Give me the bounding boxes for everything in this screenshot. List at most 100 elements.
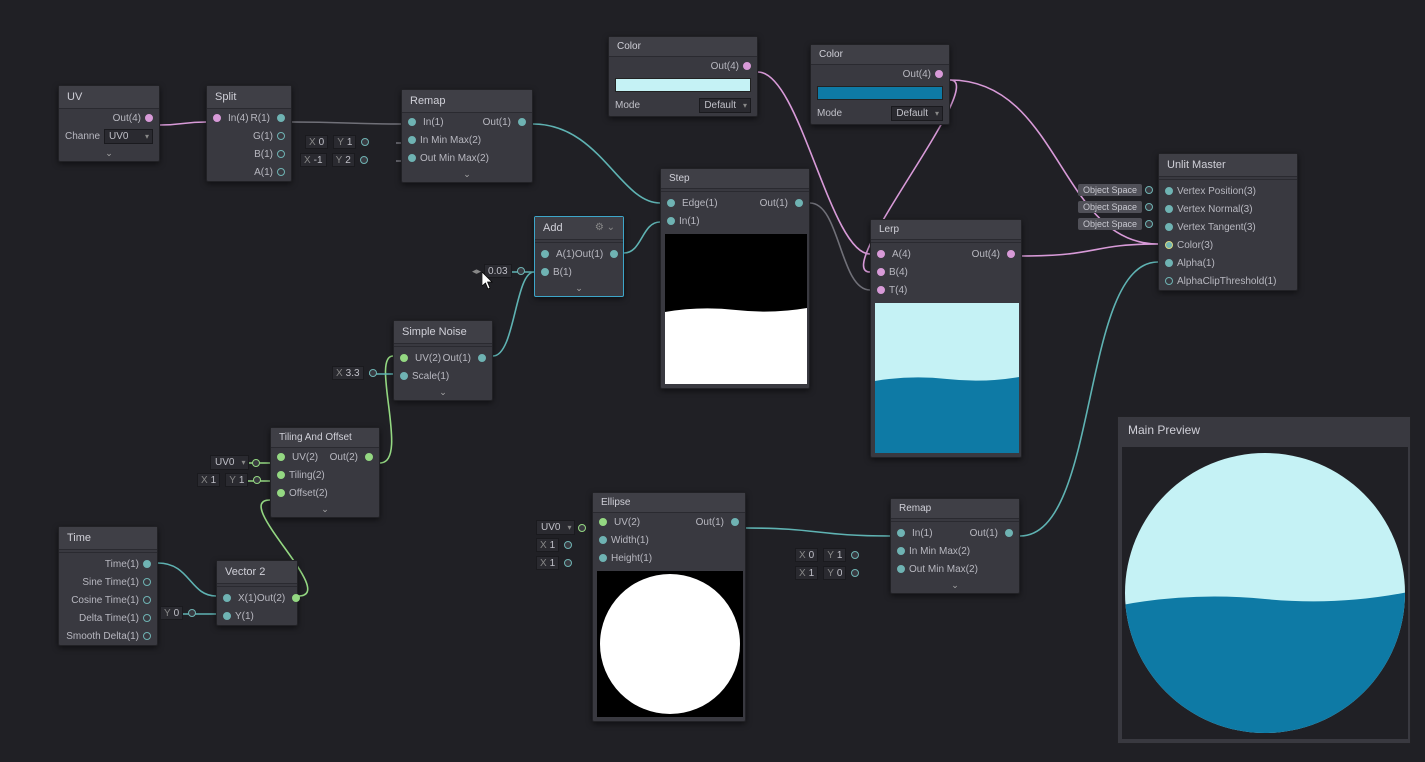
- port-icon[interactable]: [145, 114, 153, 122]
- port-icon[interactable]: [277, 168, 285, 176]
- ellipse-w[interactable]: X1: [536, 538, 572, 552]
- port-icon[interactable]: [541, 250, 549, 258]
- port-icon[interactable]: [564, 559, 572, 567]
- port-icon[interactable]: [277, 150, 285, 158]
- port-icon[interactable]: [223, 594, 231, 602]
- port-icon[interactable]: [541, 268, 549, 276]
- port-icon[interactable]: [667, 217, 675, 225]
- node-ellipse[interactable]: Ellipse UV(2) Out(1) Width(1) Height(1): [592, 492, 746, 722]
- port-icon[interactable]: [877, 286, 885, 294]
- collapse-toggle[interactable]: [271, 502, 379, 517]
- port-icon[interactable]: [599, 554, 607, 562]
- port-icon[interactable]: [1165, 277, 1173, 285]
- port-icon[interactable]: [1145, 203, 1153, 211]
- remap2-minmax-out[interactable]: X1 Y0: [795, 566, 859, 580]
- mode-select[interactable]: Default: [699, 98, 751, 113]
- port-icon[interactable]: [369, 369, 377, 377]
- port-icon[interactable]: [1007, 250, 1015, 258]
- color-swatch[interactable]: [615, 78, 751, 92]
- collapse-toggle[interactable]: [402, 167, 532, 182]
- port-icon[interactable]: [408, 118, 416, 126]
- port-icon[interactable]: [1165, 187, 1173, 195]
- node-color-dark[interactable]: Color Out(4) ModeDefault: [810, 44, 950, 125]
- port-icon[interactable]: [897, 565, 905, 573]
- port-icon[interactable]: [743, 62, 751, 70]
- port-icon[interactable]: [277, 453, 285, 461]
- node-vector2[interactable]: Vector 2 X(1) Out(2) Y(1): [216, 560, 298, 626]
- port-icon[interactable]: [518, 118, 526, 126]
- ellipse-uv[interactable]: UV0: [536, 520, 586, 535]
- port-icon[interactable]: [1005, 529, 1013, 537]
- port-icon[interactable]: [143, 578, 151, 586]
- collapse-toggle[interactable]: [59, 146, 159, 161]
- port-icon[interactable]: [277, 132, 285, 140]
- port-icon[interactable]: [1165, 205, 1173, 213]
- port-icon[interactable]: [1165, 223, 1173, 231]
- node-tiling-offset[interactable]: Tiling And Offset UV(2) Out(2) Tiling(2)…: [270, 427, 380, 518]
- port-icon[interactable]: [851, 551, 859, 559]
- port-icon[interactable]: [935, 70, 943, 78]
- channel-select[interactable]: UV0: [104, 129, 153, 144]
- node-unlit-master[interactable]: Unlit Master Vertex Position(3) Vertex N…: [1158, 153, 1298, 291]
- port-icon[interactable]: [277, 489, 285, 497]
- port-icon[interactable]: [877, 268, 885, 276]
- noise-scale-field[interactable]: X3.3: [332, 366, 377, 380]
- port-icon[interactable]: [360, 156, 368, 164]
- node-remap[interactable]: Remap In(1) Out(1) In Min Max(2) Out Min…: [401, 89, 533, 183]
- port-icon[interactable]: [252, 459, 260, 467]
- node-remap2[interactable]: Remap In(1) Out(1) In Min Max(2) Out Min…: [890, 498, 1020, 594]
- port-icon[interactable]: [408, 136, 416, 144]
- port-icon[interactable]: [253, 476, 261, 484]
- port-icon[interactable]: [188, 609, 196, 617]
- collapse-toggle[interactable]: [535, 281, 623, 296]
- collapse-toggle[interactable]: [394, 385, 492, 400]
- port-icon[interactable]: [731, 518, 739, 526]
- node-lerp[interactable]: Lerp A(4) Out(4) B(4) T(4): [870, 219, 1022, 458]
- port-icon[interactable]: [897, 547, 905, 555]
- node-color-light[interactable]: Color Out(4) ModeDefault: [608, 36, 758, 117]
- add-b-field[interactable]: ◂▸ 0.03: [472, 264, 525, 278]
- node-add[interactable]: Add⚙ ⌄ A(1) Out(1) B(1): [534, 216, 624, 297]
- node-split[interactable]: Split In(4) R(1) G(1) B(1) A(1): [206, 85, 292, 182]
- port-icon[interactable]: [795, 199, 803, 207]
- remap1-minmax-out[interactable]: X-1 Y2: [300, 153, 368, 167]
- port-icon[interactable]: [610, 250, 618, 258]
- node-step[interactable]: Step Edge(1) Out(1) In(1): [660, 168, 810, 389]
- port-icon[interactable]: [599, 536, 607, 544]
- port-icon[interactable]: [408, 154, 416, 162]
- tiling-uv-select[interactable]: UV0: [210, 455, 260, 470]
- mode-select[interactable]: Default: [891, 106, 943, 121]
- main-preview-panel[interactable]: Main Preview: [1117, 416, 1411, 744]
- port-icon[interactable]: [851, 569, 859, 577]
- port-icon[interactable]: [400, 354, 408, 362]
- port-icon[interactable]: [667, 199, 675, 207]
- vec2-y-field[interactable]: Y0: [160, 606, 196, 620]
- port-icon[interactable]: [143, 614, 151, 622]
- port-icon[interactable]: [478, 354, 486, 362]
- collapse-toggle[interactable]: [891, 578, 1019, 593]
- port-icon[interactable]: [1165, 259, 1173, 267]
- tiling-xy-field[interactable]: X1 Y1: [197, 473, 261, 487]
- port-icon[interactable]: [143, 596, 151, 604]
- port-icon[interactable]: [897, 529, 905, 537]
- port-icon[interactable]: [365, 453, 373, 461]
- uv-select[interactable]: UV0: [210, 455, 249, 470]
- port-icon[interactable]: [1145, 220, 1153, 228]
- port-icon[interactable]: [599, 518, 607, 526]
- node-simple-noise[interactable]: Simple Noise UV(2) Out(1) Scale(1): [393, 320, 493, 401]
- port-icon[interactable]: [1145, 186, 1153, 194]
- port-icon[interactable]: [213, 114, 221, 122]
- port-icon[interactable]: [292, 594, 300, 602]
- port-icon[interactable]: [143, 632, 151, 640]
- port-icon[interactable]: [361, 138, 369, 146]
- port-icon[interactable]: [143, 560, 151, 568]
- port-icon[interactable]: [277, 114, 285, 122]
- color-swatch[interactable]: [817, 86, 943, 100]
- remap1-minmax-in[interactable]: X0 Y1: [305, 135, 369, 149]
- port-icon[interactable]: [223, 612, 231, 620]
- port-icon[interactable]: [877, 250, 885, 258]
- port-icon[interactable]: [564, 541, 572, 549]
- port-icon[interactable]: [578, 524, 586, 532]
- port-icon[interactable]: [277, 471, 285, 479]
- gear-icon[interactable]: ⚙ ⌄: [595, 222, 615, 233]
